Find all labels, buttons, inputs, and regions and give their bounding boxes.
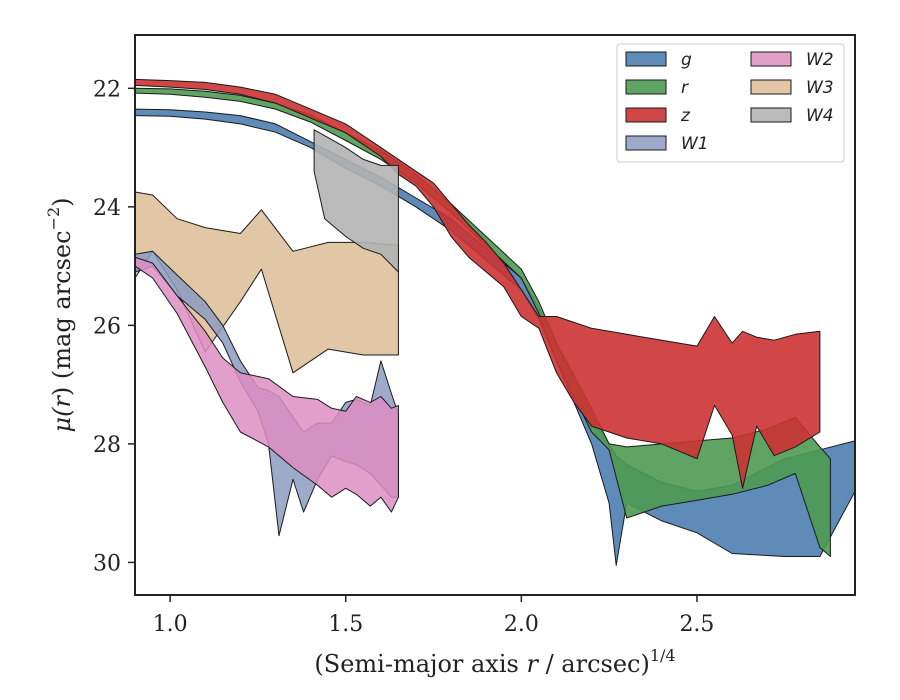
legend: grz W1 W2 W3 W4: [616, 43, 845, 163]
y-tick-label: 30: [93, 551, 121, 576]
legend-label-g: g: [681, 50, 692, 70]
x-tick-label: 2.0: [504, 612, 539, 637]
y-tick-label: 28: [93, 433, 121, 458]
x-tick-label: 1.0: [153, 612, 188, 637]
x-tick-label: 1.5: [328, 612, 363, 637]
y-tick-label: 24: [93, 196, 121, 221]
legend-swatch-w4: [750, 107, 792, 123]
y-axis-label: μ(r) (mag arcsec−2): [44, 197, 76, 432]
legend-label-z: z: [680, 106, 691, 126]
x-axis: 1.0 1.5 2.0 2.5: [153, 595, 714, 637]
y-tick-label: 26: [93, 314, 121, 339]
legend-box: [616, 43, 845, 163]
plot-frame: [134, 34, 856, 596]
legend-label-w2: W2: [806, 50, 834, 70]
legend-label-w4: W4: [806, 106, 834, 126]
series-band-w4: [313, 129, 399, 273]
y-axis: 22 24 26 28 30: [93, 77, 135, 576]
y-tick-label: 22: [93, 77, 121, 102]
series-layer: [135, 78, 855, 566]
legend-swatch-w1: [625, 135, 667, 151]
legend-label-w3: W3: [806, 78, 834, 98]
legend-swatch-w2: [750, 51, 792, 67]
x-tick-label: 2.5: [679, 612, 714, 637]
series-band-z: [135, 78, 821, 489]
legend-swatch-z: [625, 107, 667, 123]
legend-swatch-g: [625, 51, 667, 67]
legend-swatch-r: [625, 79, 667, 95]
x-axis-label: (Semi-major axis r / arcsec)1/4: [314, 646, 675, 678]
series-band-w2: [135, 256, 399, 513]
legend-swatch-w3: [750, 79, 792, 95]
legend-label-w1: W1: [681, 134, 709, 154]
legend-label-r: r: [681, 78, 689, 98]
